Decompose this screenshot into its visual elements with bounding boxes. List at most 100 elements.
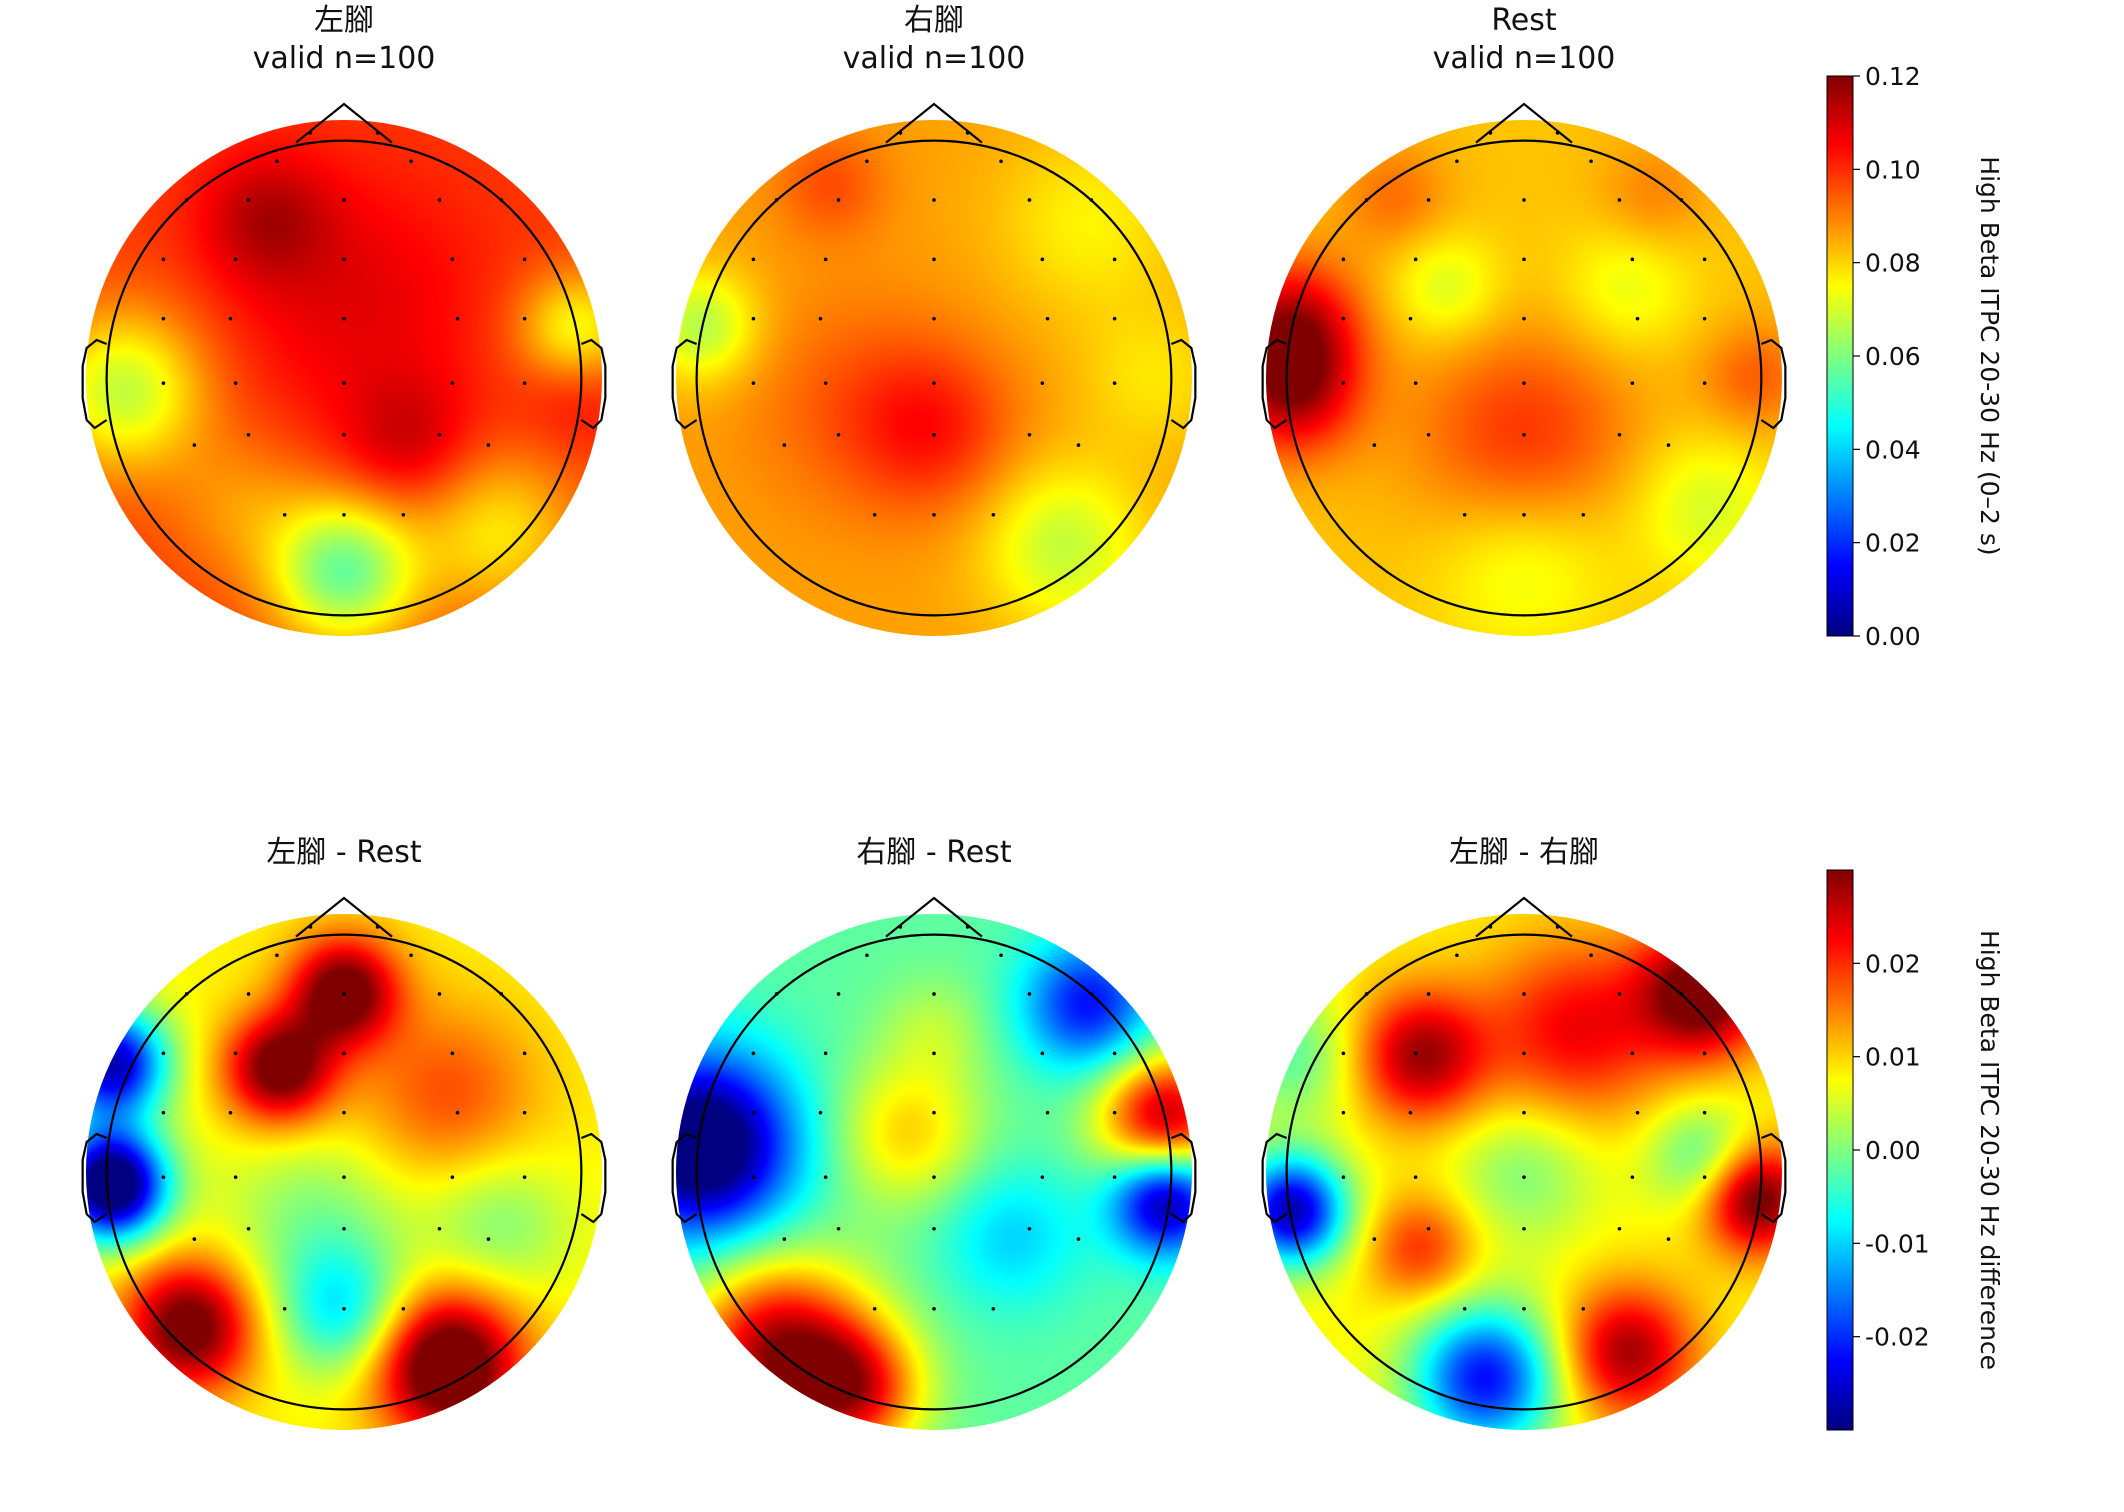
colorbar-tick-label: 0.02 [1865,529,1921,558]
sensor-dot [401,1306,406,1311]
colorbar-tick-label: -0.02 [1865,1323,1930,1352]
sensor-dot [932,432,936,437]
sensor-dot [1341,316,1346,321]
sensor-dot [1040,1175,1045,1179]
sensor-dot [1341,257,1346,262]
left-ear-outline [81,338,108,430]
sensor-dot [342,1051,346,1056]
head-outline [105,933,583,1411]
sensor-dot [1522,1175,1526,1179]
sensor-dot [246,992,251,996]
sensor-dot [999,953,1003,958]
sensor-dot [1112,1051,1117,1056]
sensor-dot [1040,257,1045,262]
sensor-dot [437,432,442,437]
sensor-dot [823,1051,828,1056]
colorbar-tick-label: -0.01 [1865,1229,1930,1258]
sensor-dot [450,1175,455,1179]
sensor-dot [1040,1051,1045,1056]
nose-outline [1475,102,1573,144]
sensor-dot [1341,1175,1346,1179]
sensor-dot [1426,432,1431,437]
sensor-dot [1372,1237,1377,1241]
colorbar-tick-label: 0.12 [1865,62,1921,91]
sensor-dot [1341,1051,1346,1056]
sensor-dot [1635,1110,1640,1115]
sensor-dot [932,1306,936,1311]
sensor-dot [1413,257,1418,262]
sensor-dot [1413,381,1418,385]
sensor-dot [246,198,251,202]
colorbar-tick-label: 0.00 [1865,622,1921,651]
sensor-dot [246,432,251,437]
sensor-dot [522,257,527,262]
panel-subtitle-left-foot: valid n=100 [253,41,436,76]
sensor-dot [228,316,233,321]
sensor-dot [1413,1051,1418,1056]
topomap-panel-2 [671,102,1197,636]
sensor-dot [1617,198,1622,202]
sensor-dot [1112,381,1117,385]
sensor-dot [1522,432,1526,437]
sensor-dot [1488,925,1493,929]
sensor-dot [450,381,455,385]
sensor-dot [486,443,491,447]
sensor-dot [342,316,346,321]
sensor-dot [455,316,460,321]
sensor-dot [1112,1110,1117,1115]
sensor-dot [932,1051,936,1056]
sensor-dot [965,131,970,135]
sensor-dot [751,1051,756,1056]
panel-title-left-minus-right: 左腳 - 右腳 [1449,835,1599,870]
sensor-dot [455,1110,460,1115]
sensor-dot [932,381,936,385]
left-ear-outline [671,338,698,430]
colorbar-tick-label: 0.01 [1865,1043,1921,1072]
sensor-dot [437,198,442,202]
sensor-dot [1522,381,1526,385]
colorbar-tick-label: 0.02 [1865,949,1921,978]
sensor-dot [1089,198,1094,202]
left-ear-outline [1261,338,1288,430]
right-ear-outline [580,338,607,430]
sensor-dot [898,925,903,929]
sensor-dot [999,159,1003,164]
sensor-dot [836,1226,841,1231]
sensor-dot [1089,992,1094,996]
sensor-dot [823,1175,828,1179]
sensor-dot [836,992,841,996]
sensor-dot [1702,381,1707,385]
sensor-dot [1630,257,1635,262]
sensor-dot [865,953,869,958]
left-ear-outline [81,1132,108,1224]
sensor-dot [499,198,504,202]
sensor-dot [1617,1226,1622,1231]
sensor-dot [1462,512,1467,517]
panel-title-right-foot: 右腳 [904,3,964,38]
sensor-dot [1666,1237,1671,1241]
colorbar-diff: -0.02 -0.01 0.00 0.01 0.02 High Beta ITPC 20-… [1826,869,2004,1431]
sensor-dot [246,1226,251,1231]
sensor-dot [275,953,279,958]
sensor-dot [1522,1226,1526,1231]
sensor-dot [1413,1175,1418,1179]
sensor-dot [342,1226,346,1231]
head-outline [1285,933,1763,1411]
sensor-dot [401,512,406,517]
panel-title-left-foot: 左腳 [314,3,374,38]
sensor-dot [409,953,413,958]
sensor-dot [1027,432,1032,437]
right-ear-outline [1760,1132,1787,1224]
panel-title-rest: Rest [1491,3,1557,38]
sensor-dot [184,198,189,202]
sensor-dot [1462,1306,1467,1311]
sensor-dot [1040,381,1045,385]
sensor-dot [1702,1110,1707,1115]
sensor-dot [932,198,936,202]
sensor-dot [1630,1175,1635,1179]
sensor-dot [192,1237,197,1241]
sensor-dot [1522,257,1526,262]
sensor-dot [161,1110,166,1115]
sensor-dot [375,131,380,135]
panel-subtitle-rest: valid n=100 [1433,41,1616,76]
